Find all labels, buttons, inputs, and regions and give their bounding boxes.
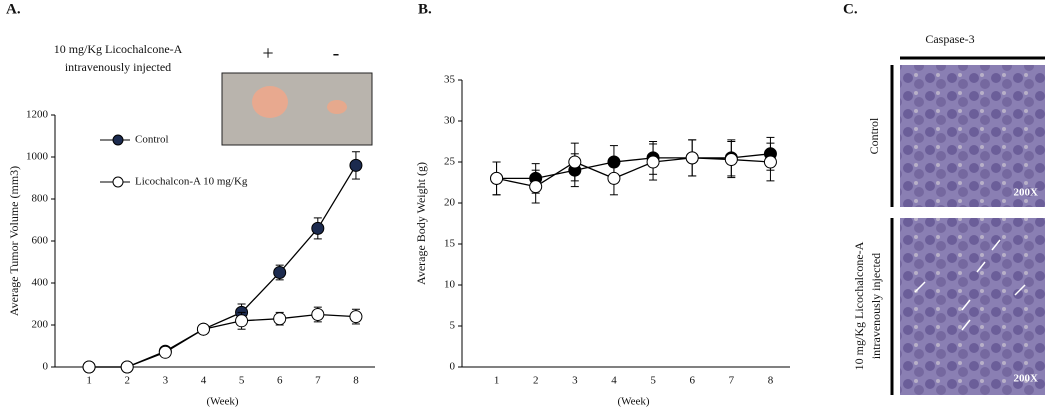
y-tick-label: 0 [450, 361, 456, 373]
arrows [914, 239, 1026, 331]
marker [273, 266, 287, 279]
x-tick-label: 8 [768, 375, 774, 387]
legend-label: Licochalcon-A 10 mg/Kg [135, 176, 248, 188]
legend-marker [112, 134, 124, 146]
row-label: 10 mg/Kg Licochalcone-A [852, 241, 866, 370]
legend-label: Control [135, 134, 169, 146]
x-tick-label: 3 [163, 375, 169, 387]
marker [311, 221, 325, 235]
marker [490, 171, 504, 185]
photo-annotation: 10 mg/Kg Licochalcone-A [54, 42, 183, 56]
magnification: 200X [1014, 373, 1039, 385]
x-tick-label: 6 [689, 375, 695, 387]
y-tick-label: 400 [32, 277, 49, 289]
y-tick-label: 10 [444, 279, 456, 291]
histology-title: Caspase-3 [925, 32, 974, 46]
magnification: 200X [1014, 187, 1039, 199]
panel-label: A. [6, 1, 21, 17]
photo-plus: + [262, 43, 273, 65]
series-line [89, 165, 357, 368]
row-label: Control [867, 117, 881, 154]
marker [607, 171, 621, 185]
x-axis-label: (Week) [617, 396, 649, 408]
series-line [89, 313, 356, 368]
x-tick-label: 2 [124, 375, 130, 387]
marker [158, 345, 172, 359]
x-tick-label: 4 [611, 375, 617, 387]
histology-image [900, 65, 1045, 207]
x-tick-label: 5 [650, 375, 656, 387]
x-tick-label: 6 [277, 375, 283, 387]
x-tick-label: 8 [353, 375, 359, 387]
y-tick-label: 200 [32, 319, 49, 331]
x-tick-label: 7 [729, 375, 735, 387]
x-tick-label: 1 [494, 375, 500, 387]
photo-annotation: intravenously injected [65, 60, 171, 74]
marker [763, 155, 777, 169]
x-tick-label: 4 [201, 375, 207, 387]
y-tick-label: 15 [444, 238, 456, 250]
y-tick-label: 20 [444, 197, 456, 209]
marker [724, 153, 738, 167]
x-tick-label: 1 [86, 375, 92, 387]
y-tick-label: 25 [444, 156, 456, 168]
y-tick-label: 1000 [26, 151, 49, 163]
y-tick-label: 1200 [26, 109, 49, 121]
photo-minus: - [333, 43, 340, 65]
series-line [496, 153, 771, 180]
marker [529, 180, 543, 194]
y-tick-label: 600 [32, 235, 49, 247]
x-tick-label: 5 [239, 375, 245, 387]
marker [311, 308, 325, 321]
marker [646, 155, 660, 169]
y-axis-label: Average Body Weight (g) [414, 162, 428, 285]
x-tick-label: 3 [572, 375, 578, 387]
y-tick-label: 0 [43, 361, 49, 373]
marker [196, 322, 210, 336]
marker [349, 310, 363, 324]
row-label: intravenously injected [869, 253, 883, 359]
x-tick-label: 2 [533, 375, 539, 387]
y-tick-label: 800 [32, 193, 49, 205]
marker [568, 155, 582, 169]
marker [273, 312, 287, 326]
tumor-photo [221, 72, 373, 146]
legend-marker [112, 176, 124, 188]
y-axis-label: Average Tumor Volume (mm3) [7, 166, 21, 316]
histology-image [900, 218, 1045, 395]
panel-label: B. [418, 1, 432, 17]
x-tick-label: 7 [315, 375, 321, 387]
marker [685, 151, 699, 165]
y-tick-label: 35 [444, 74, 456, 86]
panel-label: C. [843, 1, 858, 17]
x-axis-label: (Week) [206, 396, 238, 408]
y-tick-label: 5 [450, 320, 456, 332]
marker [120, 360, 134, 374]
marker [235, 314, 249, 328]
series-line [496, 157, 771, 188]
y-tick-label: 30 [444, 115, 456, 127]
marker [349, 158, 363, 172]
marker [82, 360, 96, 374]
